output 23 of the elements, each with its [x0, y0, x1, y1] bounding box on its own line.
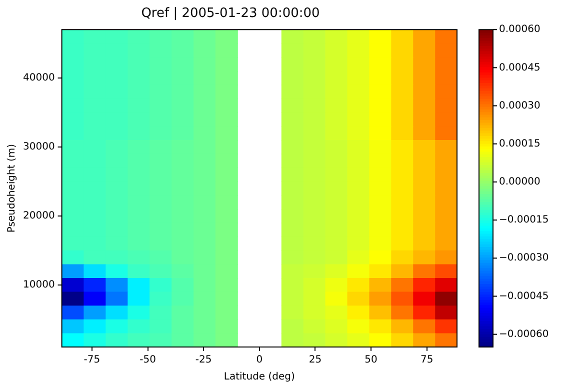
x-tick-label: -75 [84, 354, 100, 366]
x-tick-label: -50 [140, 354, 156, 366]
color-bar-label: −0.00015 [499, 214, 549, 226]
color-bar-label: 0.00045 [499, 62, 540, 74]
y-tick-label: 20000 [23, 210, 55, 222]
color-bar-label: −0.00045 [499, 290, 549, 302]
color-bar-label: −0.00060 [499, 328, 549, 340]
y-tick-label: 30000 [23, 141, 55, 152]
color-bar-label: −0.00030 [499, 252, 549, 264]
color-bar-label: 0.00030 [499, 100, 540, 112]
color-bar-label: 0.00000 [499, 176, 540, 188]
chart-title: Qref | 2005-01-23 00:00:00 [141, 6, 320, 22]
x-tick-label: 50 [364, 354, 378, 366]
y-tick-label: 40000 [23, 72, 55, 84]
x-tick-label: 75 [420, 354, 434, 366]
y-tick-label: 10000 [23, 279, 55, 290]
x-axis-title: Latitude (deg) [224, 372, 295, 383]
color-bar-label: 0.00015 [499, 138, 540, 150]
x-tick-label: 25 [308, 354, 322, 366]
x-tick-label: 0 [256, 354, 263, 366]
color-bar-label: 0.00060 [499, 24, 540, 36]
y-axis-title: Pseudoheight (m) [6, 144, 18, 233]
x-tick-label: -25 [195, 354, 212, 366]
